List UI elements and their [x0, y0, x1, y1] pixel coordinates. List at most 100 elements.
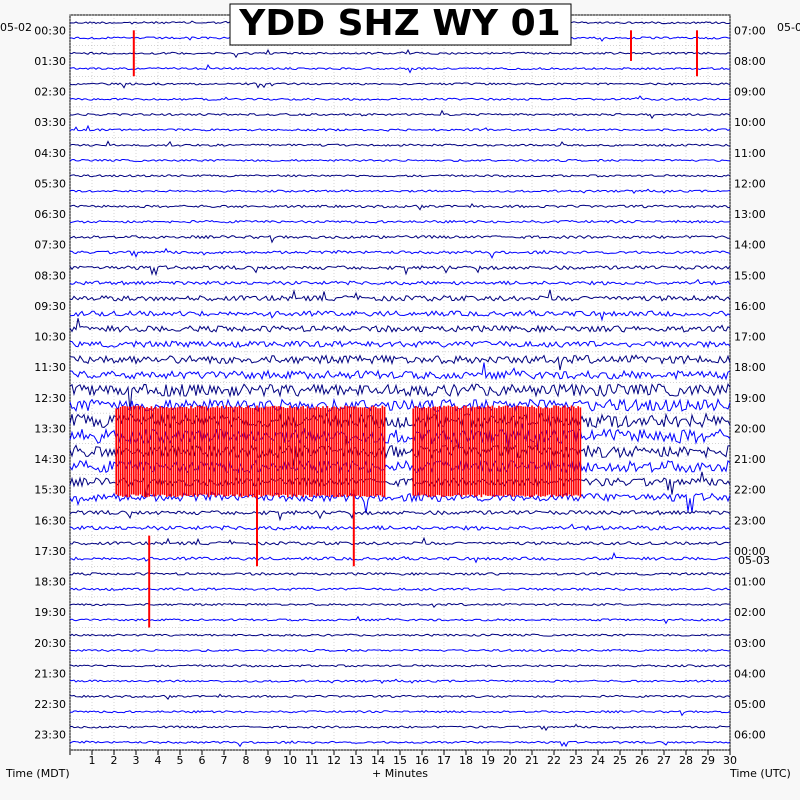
left-hour-label: 03:30 [34, 116, 66, 129]
trace-line [69, 648, 731, 653]
right-hour-label: 04:00 [734, 667, 766, 680]
right-hour-labels: 07:00 08:00 09:00 10:00 11:00 12:00 13:00 14:00… [734, 24, 766, 741]
trace-line [69, 309, 731, 322]
trace-line [69, 509, 731, 522]
left-hour-label: 15:30 [34, 484, 66, 497]
date-left-label: 05-02 [0, 21, 32, 34]
trace-line [69, 82, 731, 89]
x-tick-label: 5 [177, 754, 184, 767]
right-hour-label: 05:00 [734, 698, 766, 711]
left-hour-label: 14:30 [34, 453, 66, 466]
title-box [229, 3, 572, 46]
x-tick-label: 28 [679, 754, 693, 767]
x-axis-label: + Minutes [372, 767, 428, 780]
date-right-midday-label: 05-03 [738, 554, 770, 567]
left-hour-label: 01:30 [34, 55, 66, 68]
x-tick-label: 16 [415, 754, 429, 767]
left-hour-label: 09:30 [34, 300, 66, 313]
left-axis-label: Time (MDT) [5, 767, 70, 780]
right-hour-label: 10:00 [734, 116, 766, 129]
x-tick-label: 30 [723, 754, 737, 767]
trace-line [69, 678, 731, 684]
right-hour-label: 02:00 [734, 606, 766, 619]
right-hour-label: 22:00 [734, 484, 766, 497]
right-hour-label: 12:00 [734, 177, 766, 190]
left-hour-label: 22:30 [34, 698, 66, 711]
x-tick-label: 27 [657, 754, 671, 767]
trace-line [69, 49, 731, 59]
right-hour-label: 17:00 [734, 331, 766, 344]
trace-line [69, 709, 731, 717]
right-hour-label: 21:00 [734, 453, 766, 466]
right-hour-label: 14:00 [734, 239, 766, 252]
left-hour-label: 00:30 [34, 24, 66, 37]
trace-line [69, 536, 731, 546]
chart-title: YDD SHZ WY 01 [238, 3, 560, 44]
trace-line [69, 571, 731, 576]
left-hour-label: 16:30 [34, 514, 66, 527]
right-hour-label: 11:00 [734, 147, 766, 160]
trace-line [69, 523, 731, 531]
right-hour-label: 01:00 [734, 576, 766, 589]
trace-line [69, 234, 731, 244]
right-hour-label: 16:00 [734, 300, 766, 313]
x-tick-label: 12 [327, 754, 341, 767]
right-hour-label: 15:00 [734, 269, 766, 282]
trace-line [69, 491, 731, 514]
right-hour-label: 00:00 [734, 545, 766, 558]
x-tick-label: 10 [283, 754, 297, 767]
x-tick-label: 9 [265, 754, 272, 767]
left-hour-label: 19:30 [34, 606, 66, 619]
x-tick-label: 7 [221, 754, 228, 767]
x-tick-label: 25 [613, 754, 627, 767]
minute-tick-labels: 1 2 3 4 5 6 7 8 9 10 11 12 13 14 15 16 17 18 19 20 21 22 23 24 2… [89, 754, 738, 767]
trace-line [69, 340, 731, 349]
trace-line [69, 188, 731, 194]
x-tick-label: 26 [635, 754, 649, 767]
right-axis-label: Time (UTC) [729, 767, 791, 780]
trace-line [69, 288, 731, 303]
x-tick-label: 22 [547, 754, 561, 767]
right-hour-label: 20:00 [734, 422, 766, 435]
right-hour-label: 13:00 [734, 208, 766, 221]
x-tick-label: 3 [133, 754, 140, 767]
left-hour-label: 05:30 [34, 177, 66, 190]
left-hour-label: 07:30 [34, 239, 66, 252]
trace-line [69, 219, 731, 224]
right-hour-label: 03:00 [734, 637, 766, 650]
x-tick-label: 2 [111, 754, 118, 767]
grid-lines [69, 14, 731, 755]
left-hour-label: 12:30 [34, 392, 66, 405]
x-tick-label: 6 [199, 754, 206, 767]
trace-line [69, 587, 731, 592]
x-tick-label: 15 [393, 754, 407, 767]
left-hour-label: 06:30 [34, 208, 66, 221]
trace-line [69, 551, 731, 564]
trace-line [69, 602, 731, 608]
trace-line [69, 354, 731, 371]
left-hour-label: 20:30 [34, 637, 66, 650]
trace-line [69, 383, 731, 411]
right-hour-label: 08:00 [734, 55, 766, 68]
trace-line [69, 362, 731, 381]
left-hour-labels: 00:30 01:30 02:30 03:30 04:30 05:30 06:30 07:30… [34, 24, 66, 741]
x-tick-label: 24 [591, 754, 605, 767]
left-hour-label: 13:30 [34, 422, 66, 435]
trace-line [69, 64, 731, 74]
trace-line [69, 247, 731, 260]
x-tick-label: 18 [459, 754, 473, 767]
left-hour-label: 17:30 [34, 545, 66, 558]
x-tick-label: 19 [481, 754, 495, 767]
x-tick-label: 20 [503, 754, 517, 767]
date-right-label: 05-0 [777, 21, 800, 34]
x-tick-label: 4 [155, 754, 162, 767]
trace-line [69, 174, 731, 178]
trace-line [69, 158, 731, 163]
left-hour-label: 04:30 [34, 147, 66, 160]
trace-line [69, 664, 731, 668]
trace-line [69, 202, 731, 211]
right-hour-label: 19:00 [734, 392, 766, 405]
trace-line [69, 278, 731, 286]
clipped-events [115, 30, 698, 628]
